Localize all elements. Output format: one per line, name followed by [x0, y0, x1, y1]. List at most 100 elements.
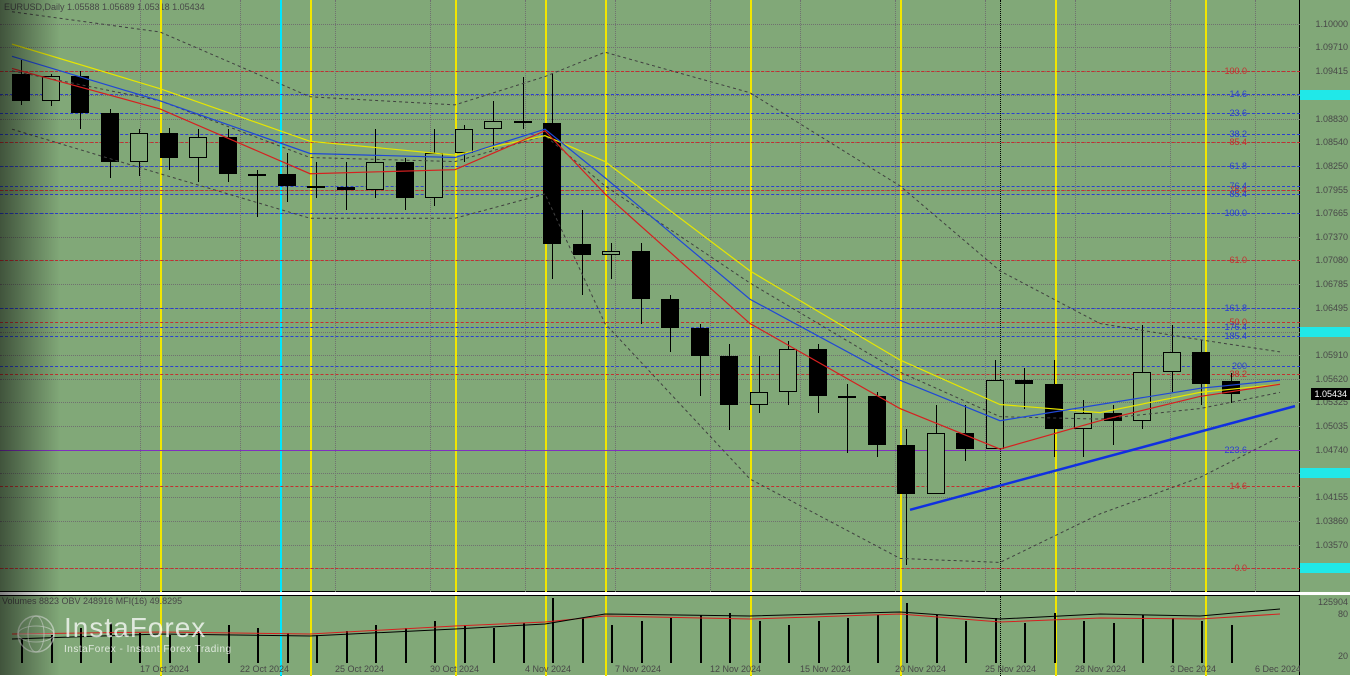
candle-bear[interactable] — [1104, 413, 1122, 421]
candle-bear[interactable] — [1015, 380, 1033, 384]
volume-bar — [906, 603, 908, 663]
volume-bar — [257, 628, 259, 663]
candle-bear[interactable] — [720, 356, 738, 405]
watermark-tagline: InstaForex - Instant Forex Trading — [64, 644, 232, 655]
fib-level-line — [0, 186, 1300, 187]
y-tick-label: 1.06495 — [1315, 303, 1348, 313]
vertical-marker-line — [605, 596, 607, 676]
watermark-globe-icon — [12, 610, 60, 658]
fib-level-label: 185.4 — [1224, 331, 1247, 341]
candle-wick — [611, 243, 612, 279]
candle-bear[interactable] — [219, 137, 237, 173]
y-tick-label: 1.09415 — [1315, 66, 1348, 76]
volume-bar — [936, 615, 938, 663]
volume-bar — [995, 618, 997, 663]
candle-bull[interactable] — [1074, 413, 1092, 429]
volume-bar — [818, 621, 820, 663]
grid-line-h — [0, 426, 1300, 427]
volume-bar — [346, 631, 348, 663]
candle-bear[interactable] — [661, 299, 679, 327]
grid-line-h — [0, 47, 1300, 48]
volume-bar — [670, 618, 672, 663]
grid-line-v — [525, 0, 526, 592]
candle-bear[interactable] — [573, 244, 591, 255]
vertical-marker-line — [160, 0, 162, 592]
candle-bull[interactable] — [986, 380, 1004, 449]
candle-bear[interactable] — [691, 328, 709, 356]
fib-level-line — [0, 322, 1300, 323]
grid-line-v — [140, 0, 141, 592]
candle-bear[interactable] — [809, 349, 827, 396]
grid-line-h — [0, 497, 1300, 498]
volume-bar — [1231, 625, 1233, 663]
candle-wick — [1083, 400, 1084, 457]
grid-line-v — [240, 0, 241, 592]
candle-bear[interactable] — [307, 186, 325, 188]
candle-bull[interactable] — [838, 396, 856, 398]
fib-level-label: 85.4 — [1229, 137, 1247, 147]
fib-level-label: 100.0 — [1224, 208, 1247, 218]
vertical-marker-line — [1205, 0, 1207, 592]
volume-bar — [847, 618, 849, 663]
candle-bear[interactable] — [278, 174, 296, 186]
candle-bear[interactable] — [1192, 352, 1210, 384]
candle-bull[interactable] — [602, 251, 620, 255]
candle-bull[interactable] — [366, 162, 384, 190]
candle-bull[interactable] — [1133, 372, 1151, 421]
candle-bull[interactable] — [42, 76, 60, 101]
x-tick-label: 30 Oct 2024 — [430, 664, 479, 674]
grid-line-h — [0, 24, 1300, 25]
candle-bull[interactable] — [484, 121, 502, 129]
volume-bar — [405, 628, 407, 663]
volume-bar — [1054, 613, 1056, 663]
volume-bar — [611, 625, 613, 663]
vertical-marker-line — [1055, 0, 1057, 592]
candle-bull[interactable] — [425, 153, 443, 198]
fib-level-label: 14.6 — [1229, 89, 1247, 99]
candle-bear[interactable] — [101, 113, 119, 162]
candle-bear[interactable] — [1045, 384, 1063, 429]
candle-bear[interactable] — [897, 445, 915, 494]
volume-bar — [1083, 621, 1085, 663]
x-tick-label: 22 Oct 2024 — [240, 664, 289, 674]
watermark-brand: InstaForex — [64, 612, 232, 644]
grid-line-v — [1170, 0, 1171, 592]
candle-bear[interactable] — [160, 133, 178, 157]
candle-bull[interactable] — [455, 129, 473, 153]
indicator-y-axis: 1259048020 — [1300, 595, 1350, 675]
candle-bear[interactable] — [632, 251, 650, 300]
y-tick-label: 1.08540 — [1315, 137, 1348, 147]
candle-bear[interactable] — [71, 76, 89, 113]
candle-bull[interactable] — [779, 349, 797, 392]
y-tick-label: 1.10000 — [1315, 19, 1348, 29]
candle-bull[interactable] — [927, 433, 945, 494]
fib-level-line — [0, 260, 1300, 261]
volume-bar — [729, 613, 731, 663]
candle-bear[interactable] — [868, 396, 886, 445]
x-tick-label: 15 Nov 2024 — [800, 664, 851, 674]
grid-line-h — [0, 379, 1300, 380]
candle-bull[interactable] — [130, 133, 148, 161]
candle-bull[interactable] — [248, 174, 266, 176]
candle-bull[interactable] — [750, 392, 768, 404]
candle-bear[interactable] — [543, 123, 561, 244]
fib-level-line — [0, 190, 1300, 191]
candle-bear[interactable] — [396, 162, 414, 198]
candle-bear[interactable] — [12, 74, 30, 101]
fib-level-line — [0, 366, 1300, 367]
candle-bear[interactable] — [337, 187, 355, 189]
volume-bar — [1113, 623, 1115, 663]
candle-bear[interactable] — [514, 121, 532, 123]
vertical-marker-line — [455, 0, 457, 592]
volume-bar — [434, 621, 436, 663]
candle-bear[interactable] — [956, 433, 974, 449]
candle-bear[interactable] — [1222, 381, 1240, 394]
candle-bull[interactable] — [1163, 352, 1181, 372]
indicator-y-tick: 20 — [1338, 651, 1348, 661]
grid-line-v — [1255, 0, 1256, 592]
x-tick-label: 4 Nov 2024 — [525, 664, 571, 674]
main-price-panel[interactable]: EURUSD,Daily 1.05588 1.05689 1.05318 1.0… — [0, 0, 1300, 592]
grid-line-h — [0, 473, 1300, 474]
volume-bar — [641, 621, 643, 663]
candle-bull[interactable] — [189, 137, 207, 157]
